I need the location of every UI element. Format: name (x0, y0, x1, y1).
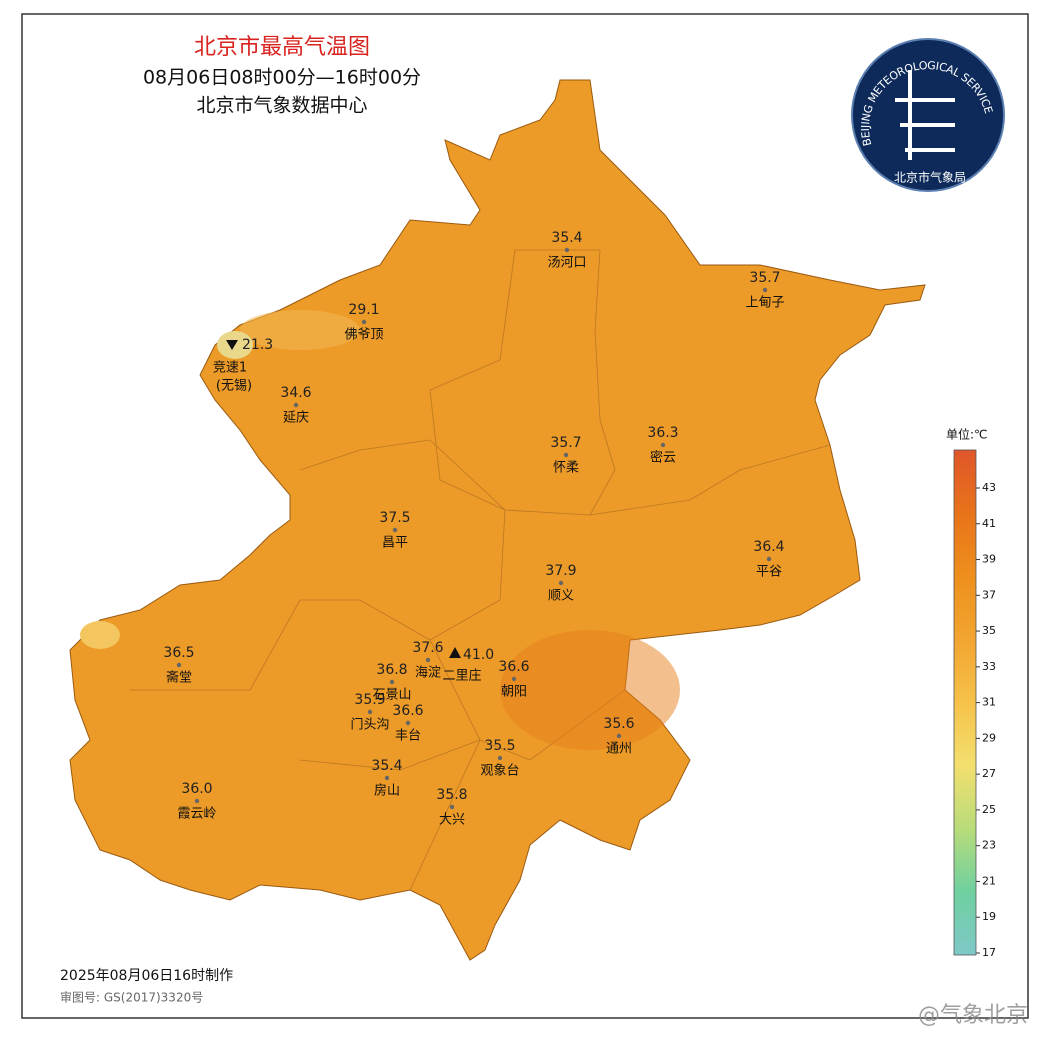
station-value: 36.6 (392, 703, 423, 719)
station-value: 35.9 (354, 692, 385, 708)
legend-tick-label: 29 (982, 731, 996, 744)
station-dot (425, 657, 431, 663)
legend-tick-label: 31 (982, 696, 996, 709)
station-name: 平谷 (756, 565, 782, 580)
station-value: 37.9 (545, 563, 576, 579)
warm-patch (500, 630, 680, 750)
station-dot (389, 679, 395, 685)
legend-tick-label: 23 (982, 839, 996, 852)
station-name: 昌平 (382, 536, 408, 551)
beijing-region (69, 79, 926, 961)
min-marker (226, 340, 238, 350)
station-value: 36.4 (753, 539, 784, 555)
station-dot (563, 452, 569, 458)
station-name: 观象台 (480, 764, 519, 779)
station-value: 35.8 (436, 787, 467, 803)
station-value: 35.4 (371, 758, 402, 774)
logo-disc (851, 38, 1005, 192)
legend-unit: 单位:℃ (946, 427, 988, 442)
station-name: 通州 (606, 742, 632, 757)
station-dot (367, 709, 373, 715)
station-dot (558, 580, 564, 586)
station-value: 35.7 (749, 270, 780, 286)
station-name: 佛爷顶 (344, 328, 383, 343)
min-name: 竞速1 (213, 360, 247, 376)
station-name: 大兴 (439, 813, 465, 828)
title: 北京市最高气温图 (194, 35, 370, 60)
station-name: 石景山 (372, 688, 411, 703)
legend-tick-label: 39 (982, 553, 996, 566)
station-value: 36.0 (181, 781, 212, 797)
station-name: 海淀 (415, 666, 441, 681)
min-note: (无锡) (216, 379, 252, 394)
station-name: 延庆 (283, 411, 309, 426)
station-dot (511, 676, 517, 682)
legend-tick-label: 43 (982, 481, 996, 494)
station-dot (293, 402, 299, 408)
station-value: 36.5 (163, 645, 194, 661)
station-name: 汤河口 (547, 256, 586, 271)
station-dot (616, 733, 622, 739)
station-value: 37.6 (412, 640, 443, 656)
legend-tick-label: 21 (982, 874, 996, 887)
station-value: 29.1 (348, 302, 379, 318)
station-value: 35.4 (551, 230, 582, 246)
station-name: 密云 (650, 450, 676, 466)
station-dot (497, 755, 503, 761)
station-value: 36.8 (376, 662, 407, 678)
subtitle: 08月06日08时00分—16时00分 (143, 67, 421, 89)
logo-name: 北京市气象局 (894, 170, 966, 185)
approval: 审图号: GS(2017)3320号 (60, 990, 203, 1005)
station-dot (762, 287, 768, 293)
station-dot (766, 556, 772, 562)
station-name: 丰台 (395, 729, 421, 744)
station-value: 36.6 (498, 659, 529, 675)
frame (21, 13, 1029, 1019)
station-value: 35.6 (603, 716, 634, 732)
station-name: 朝阳 (501, 685, 527, 700)
legend-tick-label: 17 (982, 946, 996, 959)
station-dot (361, 319, 367, 325)
cool-patch (80, 621, 120, 649)
station-name: 顺义 (548, 589, 574, 604)
station-name: 怀柔 (553, 461, 579, 476)
legend-tick-label: 19 (982, 910, 996, 923)
made-time: 2025年08月06日16时制作 (60, 968, 233, 984)
station-dot (392, 527, 398, 533)
min-value: 21.3 (242, 337, 273, 353)
station-name: 上甸子 (745, 296, 784, 311)
cool-patch (240, 310, 360, 350)
legend-tick-label: 27 (982, 767, 996, 780)
legend-tick-label: 33 (982, 660, 996, 673)
station-name: 斋堂 (166, 670, 192, 686)
legend-tick-label: 41 (982, 517, 996, 530)
source: 北京市气象数据中心 (196, 95, 367, 117)
station-name: 房山 (374, 783, 400, 799)
station-value: 34.6 (280, 385, 311, 401)
logo: BEIJING METEOROLOGICAL SERVICE 北京市气象局 (851, 38, 1005, 192)
station-dot (564, 247, 570, 253)
station-value: 37.5 (379, 510, 410, 526)
max-value: 41.0 (463, 647, 494, 663)
logo-glyph (895, 70, 955, 160)
station-dot (449, 804, 455, 810)
station-dot (660, 442, 666, 448)
watermark: @气象北京 (918, 1003, 1028, 1028)
max-name: 二里庄 (442, 668, 481, 684)
station-value: 35.7 (550, 435, 581, 451)
legend-tick-label: 35 (982, 624, 996, 637)
station-value: 36.3 (647, 425, 678, 441)
station-name: 霞云岭 (177, 807, 216, 822)
station-dot (176, 662, 182, 668)
colorbar (953, 449, 977, 956)
legend-tick-label: 37 (982, 588, 996, 601)
max-marker (449, 647, 461, 658)
station-name: 门头沟 (350, 718, 389, 733)
station-dot (405, 720, 411, 726)
legend-tick-label: 25 (982, 803, 996, 816)
station-value: 35.5 (484, 738, 515, 754)
station-dot (194, 798, 200, 804)
station-dot (384, 775, 390, 781)
